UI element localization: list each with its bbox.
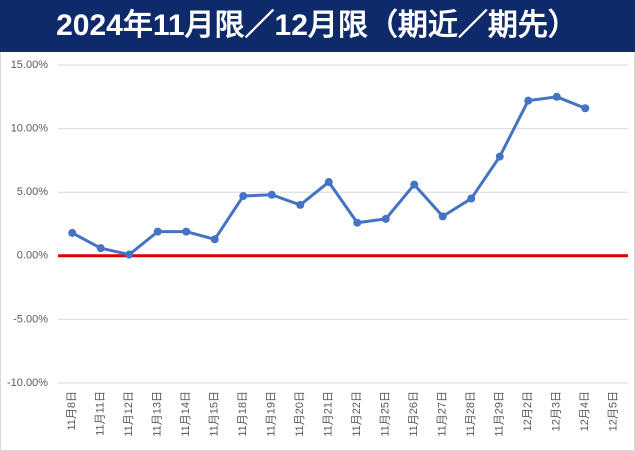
y-tick-label: 0.00% <box>17 250 48 262</box>
x-tick-label: 11月18日 <box>237 391 249 437</box>
data-point <box>495 152 504 161</box>
x-tick-label: 11月19日 <box>266 391 278 437</box>
y-tick-label: 10.00% <box>11 123 49 135</box>
data-point <box>324 178 333 187</box>
x-tick-label: 11月21日 <box>323 391 335 437</box>
x-tick-label: 11月25日 <box>380 391 392 437</box>
data-point <box>381 214 390 223</box>
data-point <box>239 192 248 201</box>
x-tick-label: 11月27日 <box>437 391 449 437</box>
x-tick-label: 11月22日 <box>351 391 363 437</box>
x-tick-label: 11月26日 <box>408 391 420 437</box>
data-point <box>552 92 561 101</box>
x-tick-label: 11月12日 <box>123 391 135 437</box>
data-point <box>467 194 476 203</box>
x-tick-label: 11月29日 <box>494 391 506 437</box>
x-tick-label: 12月4日 <box>579 391 591 431</box>
y-tick-label: -10.00% <box>7 377 48 389</box>
x-tick-label: 11月8日 <box>66 391 78 431</box>
data-point <box>353 218 362 227</box>
title-banner <box>0 0 635 52</box>
data-point <box>410 180 419 189</box>
x-tick-label: 11月20日 <box>294 391 306 437</box>
x-tick-label: 11月28日 <box>465 391 477 437</box>
data-point <box>581 104 590 113</box>
data-point <box>524 96 533 105</box>
x-tick-label: 12月2日 <box>522 391 534 431</box>
x-tick-label: 11月15日 <box>209 391 221 437</box>
x-tick-label: 11月11日 <box>95 391 107 436</box>
y-tick-label: 5.00% <box>17 186 48 198</box>
x-tick-label: 12月3日 <box>551 391 563 431</box>
x-tick-label: 12月5日 <box>608 391 620 431</box>
data-point <box>182 227 191 236</box>
data-point <box>153 227 162 236</box>
chart-title: 2024年11月限／12月限（期近／期先） <box>56 8 578 42</box>
data-point <box>68 228 77 237</box>
data-point <box>125 250 134 259</box>
y-tick-label: -5.00% <box>13 313 48 325</box>
x-tick-label: 11月13日 <box>152 391 164 437</box>
data-point <box>210 235 219 244</box>
data-point <box>438 212 447 221</box>
x-tick-label: 11月14日 <box>180 391 192 437</box>
data-point <box>96 244 105 253</box>
data-point <box>267 190 276 199</box>
y-tick-label: 15.00% <box>11 59 49 71</box>
data-point <box>296 200 305 209</box>
